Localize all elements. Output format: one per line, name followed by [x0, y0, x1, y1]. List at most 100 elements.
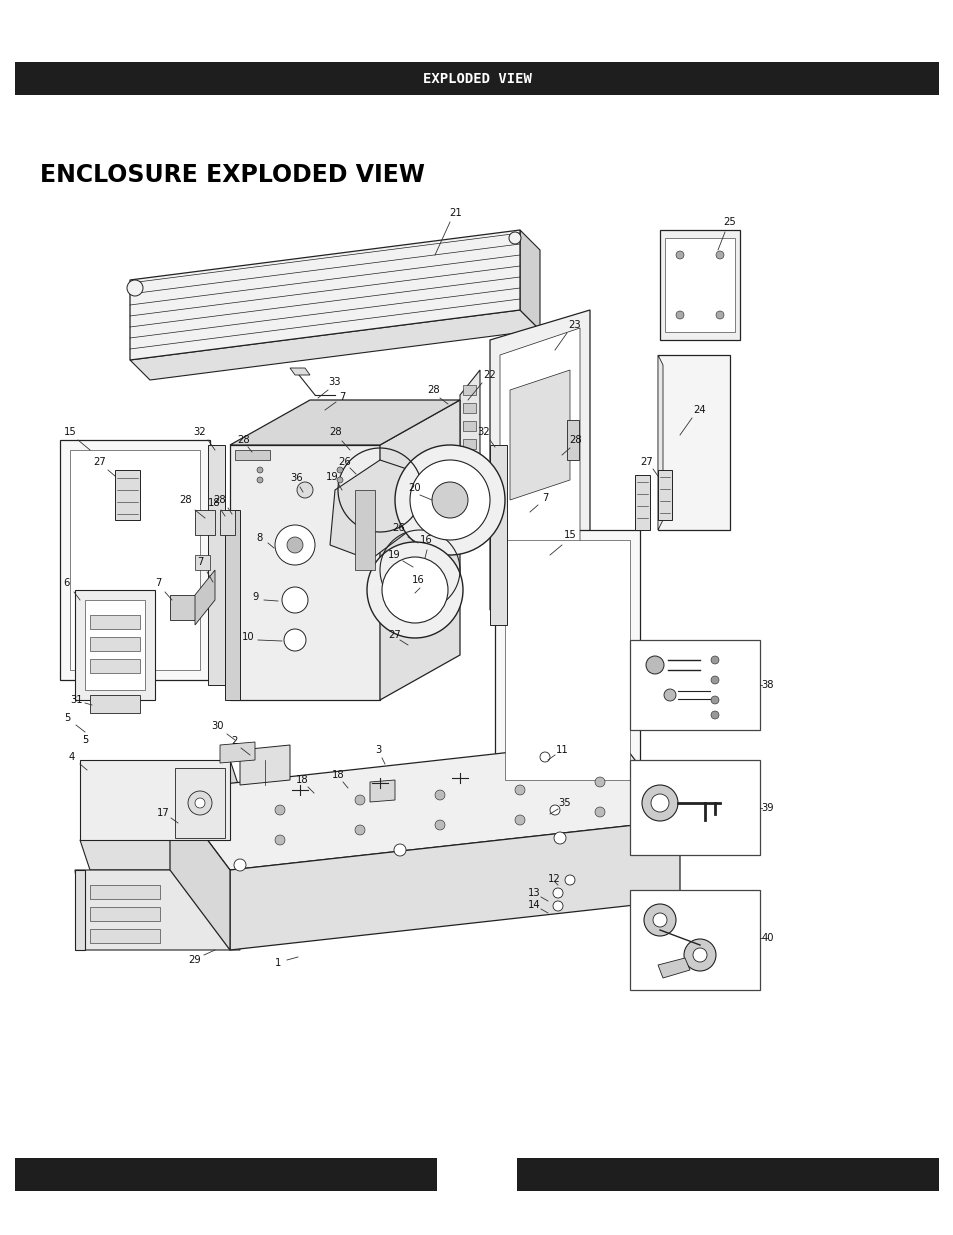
Text: 13: 13	[527, 888, 539, 898]
Polygon shape	[519, 230, 539, 330]
Text: 12: 12	[547, 874, 559, 884]
Text: 1: 1	[274, 958, 281, 968]
Text: 25: 25	[723, 217, 736, 227]
Circle shape	[595, 777, 604, 787]
Circle shape	[515, 785, 524, 795]
Text: 27: 27	[93, 457, 107, 467]
Polygon shape	[70, 450, 200, 671]
Bar	[15, 62, 938, 95]
Text: 18: 18	[332, 769, 344, 781]
Text: 19: 19	[387, 550, 400, 559]
Text: 7: 7	[196, 557, 203, 567]
Text: 24: 24	[693, 405, 705, 415]
Polygon shape	[85, 600, 145, 690]
Text: 16: 16	[411, 576, 424, 585]
Polygon shape	[355, 490, 375, 571]
Circle shape	[355, 825, 365, 835]
Polygon shape	[80, 840, 240, 869]
Bar	[90, 695, 140, 713]
Circle shape	[553, 888, 562, 898]
Text: 23: 23	[568, 320, 580, 330]
Text: 15: 15	[64, 427, 76, 437]
Text: 26: 26	[338, 457, 351, 467]
Polygon shape	[80, 760, 230, 840]
Polygon shape	[379, 400, 459, 700]
Circle shape	[663, 689, 676, 701]
Text: 2: 2	[231, 736, 237, 746]
Text: 4: 4	[69, 752, 75, 762]
Circle shape	[336, 477, 343, 483]
Circle shape	[394, 844, 406, 856]
Text: 14: 14	[527, 900, 539, 910]
Text: 28: 28	[569, 435, 581, 445]
Bar	[90, 885, 160, 899]
Polygon shape	[370, 781, 395, 802]
Text: 6: 6	[63, 578, 70, 588]
Polygon shape	[130, 230, 519, 359]
Polygon shape	[174, 768, 225, 839]
Polygon shape	[658, 354, 662, 530]
Circle shape	[663, 823, 676, 834]
Text: 18: 18	[208, 498, 220, 508]
Circle shape	[641, 785, 678, 821]
Polygon shape	[60, 440, 210, 680]
Polygon shape	[234, 450, 270, 459]
Circle shape	[336, 467, 343, 473]
Circle shape	[188, 790, 212, 815]
Circle shape	[284, 629, 306, 651]
Text: 3: 3	[375, 745, 381, 755]
Bar	[90, 929, 160, 944]
Polygon shape	[490, 445, 506, 625]
Circle shape	[710, 676, 719, 684]
Polygon shape	[170, 790, 230, 950]
Circle shape	[287, 537, 303, 553]
Text: 16: 16	[419, 535, 432, 545]
Circle shape	[274, 525, 314, 564]
Circle shape	[410, 459, 490, 540]
Polygon shape	[170, 595, 194, 620]
Bar	[90, 637, 140, 651]
Bar	[629, 890, 760, 990]
Polygon shape	[75, 869, 240, 950]
Polygon shape	[220, 742, 254, 763]
Circle shape	[274, 805, 285, 815]
Polygon shape	[194, 555, 210, 571]
Polygon shape	[462, 385, 476, 395]
Polygon shape	[658, 354, 729, 530]
Polygon shape	[462, 438, 476, 450]
Text: 7: 7	[541, 493, 548, 503]
Circle shape	[233, 860, 246, 871]
Polygon shape	[499, 329, 579, 592]
Bar	[90, 659, 140, 673]
Polygon shape	[462, 421, 476, 431]
Polygon shape	[658, 471, 671, 520]
Text: 10: 10	[241, 632, 254, 642]
Circle shape	[381, 557, 448, 622]
Text: 39: 39	[760, 803, 774, 813]
Polygon shape	[490, 310, 589, 610]
Text: 6: 6	[473, 1168, 480, 1182]
Text: 22: 22	[483, 370, 496, 380]
Text: 36: 36	[291, 473, 303, 483]
Polygon shape	[664, 238, 734, 332]
Polygon shape	[504, 540, 629, 781]
Circle shape	[256, 477, 263, 483]
Circle shape	[432, 482, 468, 517]
Text: 11: 11	[555, 745, 568, 755]
Circle shape	[553, 902, 562, 911]
Polygon shape	[194, 510, 214, 535]
Circle shape	[652, 913, 666, 927]
Text: 27: 27	[388, 630, 401, 640]
Circle shape	[716, 311, 723, 319]
Bar	[90, 906, 160, 921]
Text: 8: 8	[256, 534, 263, 543]
Polygon shape	[659, 230, 740, 340]
Text: ENCLOSURE EXPLODED VIEW: ENCLOSURE EXPLODED VIEW	[40, 163, 424, 186]
Bar	[566, 420, 578, 459]
Circle shape	[515, 815, 524, 825]
Polygon shape	[75, 869, 85, 950]
Polygon shape	[290, 368, 310, 375]
Circle shape	[564, 876, 575, 885]
Text: 28: 28	[330, 427, 342, 437]
Circle shape	[539, 752, 550, 762]
